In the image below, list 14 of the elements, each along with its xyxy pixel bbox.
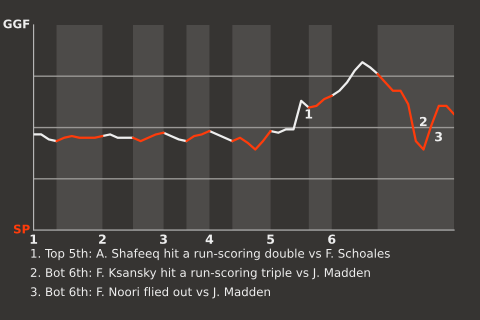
text: 2. Bot 6th: F. Ksansky hit a run-scoring triple vs J. Madden bbox=[30, 268, 370, 280]
x-tick-label: 1 bbox=[30, 234, 38, 244]
x-tick-label: 4 bbox=[206, 234, 214, 244]
annotation: 2 bbox=[420, 116, 427, 126]
x-tick-label: 5 bbox=[267, 234, 274, 244]
x-tick-label: 6 bbox=[328, 234, 336, 244]
text: GGF bbox=[3, 19, 30, 28]
text: 1. Top 5th: A. Shafeeq hit a run-scoring double vs F. Schoales bbox=[31, 248, 390, 260]
annotation: 3 bbox=[435, 132, 442, 142]
x-tick-label: 3 bbox=[160, 234, 167, 244]
text: SP bbox=[14, 224, 30, 234]
annotation: 1 bbox=[306, 109, 312, 119]
text: 3. Bot 6th: F. Noori flied out vs J. Madden bbox=[30, 287, 270, 298]
x-tick-label: 2 bbox=[99, 234, 106, 244]
